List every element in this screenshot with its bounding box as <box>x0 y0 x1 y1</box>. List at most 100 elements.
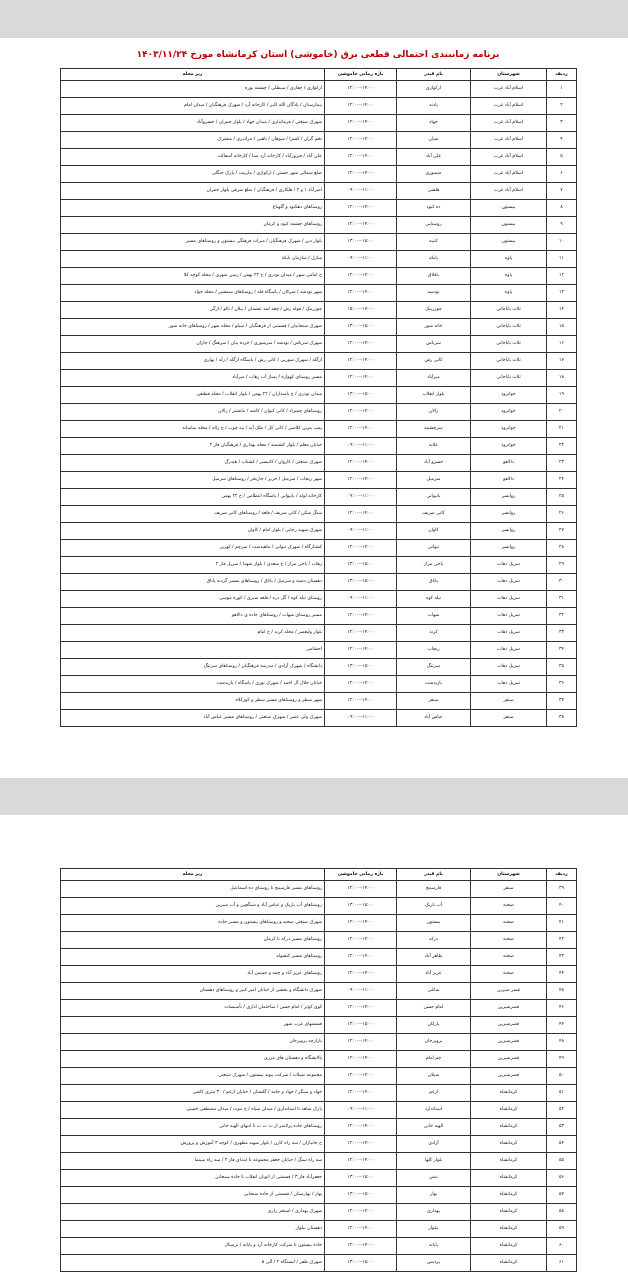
column-header: ردیف <box>546 68 577 81</box>
county: صحنه <box>470 948 547 966</box>
outage-time: ۱۱:۰۰--۰۹:۰۰ <box>324 709 397 727</box>
area-details: دانشگاه / شهرک آزادی / مدرسه فرهنگیان / … <box>60 658 325 676</box>
row-number: ۱۸ <box>546 369 577 387</box>
area-details: روستاهای عزیز آباد و چمه و جمیس آباد <box>60 965 325 983</box>
area-details: شهرک ظفر / ایستگاه ۲ / آلی ۵ <box>60 1254 325 1272</box>
county: سنقر <box>470 692 547 710</box>
outage-time: ۱۴:۰۰--۱۲:۰۰ <box>324 1152 397 1170</box>
county: بیستون <box>470 233 547 251</box>
row-number: ۱۳ <box>546 284 577 302</box>
row-number: ۴۷ <box>546 1016 577 1034</box>
area-details: سه راه سنگ / خیابان جعفر مجموعه تا ابتدا… <box>60 1152 325 1170</box>
outage-time: ۱۱:۰۰--۰۹:۰۰ <box>324 182 397 200</box>
table-row: ۱۹ جوانرود بلوار انقلاب ۱۵:۰۰--۱۳:۰۰ میدان ن… <box>60 386 577 404</box>
outage-time: ۱۴:۰۰--۱۲:۰۰ <box>324 80 397 98</box>
feeder-name: پرویزخان <box>396 1033 471 1051</box>
area-details: احشامی <box>60 641 325 659</box>
table-row: ۲۳ دالاهو خسرو آباد ۱۴:۰۰--۱۲:۰۰ شهرک صنعتی … <box>60 454 577 472</box>
feeder-name: درکه <box>396 931 471 949</box>
row-number: ۴۳ <box>546 948 577 966</box>
outage-time: ۱۵:۰۰--۱۳:۰۰ <box>324 318 397 336</box>
outage-time: ۱۵:۰۰--۱۳:۰۰ <box>324 897 397 915</box>
county: قصر شیرین <box>470 982 547 1000</box>
area-details: کشتارگاه / شهرک تیوانی / ماهیدشت / سرچم … <box>60 539 325 557</box>
row-number: ۲۲ <box>546 437 577 455</box>
county: قصرشیرین <box>470 1067 547 1085</box>
outage-time: ۱۴:۰۰--۱۲:۰۰ <box>324 1067 397 1085</box>
feeder-name: شهاب <box>396 607 471 625</box>
outage-time: ۱۴:۰۰--۱۲:۰۰ <box>324 1135 397 1153</box>
county: اسلام آباد غرب <box>470 182 547 200</box>
area-details: روستاهای آب باریک و عباس آباد و سنگچین و… <box>60 897 325 915</box>
table-row: ۲۴ دالاهو سرمیل ۱۴:۰۰--۱۲:۰۰ شهر ریجاب / سرم… <box>60 471 577 489</box>
outage-time: ۱۴:۰۰--۱۲:۰۰ <box>324 1118 397 1136</box>
area-details: سازل / سازمان بابکه <box>60 250 325 268</box>
feeder-name: کاوان <box>396 522 471 540</box>
feeder-name: منصوری <box>396 165 471 183</box>
county: کرمانشاه <box>470 1254 547 1272</box>
feeder-name: شیلان <box>396 1067 471 1085</box>
row-number: ۴۰ <box>546 897 577 915</box>
table-row: ۵۱ کرمانشاه ازغم ۱۴:۰۰--۱۲:۰۰ جهاد و سنگر / … <box>60 1084 577 1102</box>
outage-time: ۱۴:۰۰--۱۲:۰۰ <box>324 607 397 625</box>
feeder-name: بیستون <box>396 914 471 932</box>
area-details: شهرک صنعتی صحنه و روستاهای بیستون و مسیر… <box>60 914 325 932</box>
area-details: سنگ شکن / کانی شریف / قلعه / روستاهای کا… <box>60 505 325 523</box>
outage-time: ۱۴:۰۰--۱۲:۰۰ <box>324 1203 397 1221</box>
area-details: ازگله / شهرک شورپی / کانی رش / پاسگاه از… <box>60 352 325 370</box>
table-row: ۶۱ کرمانشاه پردیس ۱۵:۰۰--۱۳:۰۰ شهرک ظفر / ای… <box>60 1254 577 1272</box>
outage-time: ۱۴:۰۰--۱۲:۰۰ <box>324 948 397 966</box>
table-row: ۲ اسلام آباد غرب پادنه ۱۴:۰۰--۱۲:۰۰ بیمارستا… <box>60 97 577 115</box>
row-number: ۴۴ <box>546 965 577 983</box>
row-number: ۵۵ <box>546 1152 577 1170</box>
outage-time: ۱۵:۰۰--۱۳:۰۰ <box>324 1254 397 1272</box>
outage-time: ۱۷:۰۰--۱۵:۰۰ <box>324 301 397 319</box>
feeder-name: روستایی <box>396 216 471 234</box>
column-header: شهرستان <box>470 68 547 81</box>
county: صحنه <box>470 931 547 949</box>
county: کرمانشاه <box>470 1220 547 1238</box>
row-number: ۱۰ <box>546 233 577 251</box>
outage-time: ۱۴:۰۰--۱۲:۰۰ <box>324 199 397 217</box>
outage-time: ۱۴:۰۰--۱۲:۰۰ <box>324 216 397 234</box>
feeder-name: فارسینج <box>396 880 471 898</box>
feeder-name: علایه <box>396 437 471 455</box>
area-details: علی آباد / فیروزآباد / کارخانه آرد صبا /… <box>60 148 325 166</box>
row-number: ۳۱ <box>546 590 577 608</box>
row-number: ۲۷ <box>546 522 577 540</box>
area-details: بیمارستان / پادگان الله اکبر / کارخانه آ… <box>60 97 325 115</box>
row-number: ۳۲ <box>546 607 577 625</box>
column-header: ریز محله <box>60 68 325 81</box>
county: کرمانشاه <box>470 1118 547 1136</box>
column-header: شهرستان <box>470 868 547 881</box>
table-row: ۴ اسلام آباد غرب شیان ۱۴:۰۰--۱۲:۰۰ تخم گران … <box>60 131 577 149</box>
row-number: ۲۵ <box>546 488 577 506</box>
county: صحنه <box>470 914 547 932</box>
table-row: ۴۱ صحنه بیستون ۱۴:۰۰--۱۲:۰۰ شهرک صنعتی صحنه … <box>60 914 577 932</box>
outage-time: ۱۱:۰۰--۰۹:۰۰ <box>324 982 397 1000</box>
feeder-name: زالان <box>396 403 471 421</box>
table-row: ۱ اسلام آباد غرب ارکوازی ۱۴:۰۰--۱۲:۰۰ ارکواز… <box>60 80 577 98</box>
table-row: ۴۰ صحنه آب باریک ۱۵:۰۰--۱۳:۰۰ روستاهای آب با… <box>60 897 577 915</box>
row-number: ۶۱ <box>546 1254 577 1272</box>
row-number: ۲۰ <box>546 403 577 421</box>
area-details: جاده بیستون تا شرکت کارخانه آرد و پایانه… <box>60 1237 325 1255</box>
feeder-name: بلوار انقلاب <box>396 386 471 404</box>
feeder-name: ارکوازی <box>396 80 471 98</box>
county: کرمانشاه <box>470 1101 547 1119</box>
row-number: ۱۵ <box>546 318 577 336</box>
table-row: ۱۵ ثلاث باباجانی خانه شور ۱۵:۰۰--۱۳:۰۰ شهرک … <box>60 318 577 336</box>
row-number: ۹ <box>546 216 577 234</box>
area-details: خ امامی شهر / میدان نوذری / خ ۲۲ بهمن / … <box>60 267 325 285</box>
outage-time: ۱۴:۰۰--۱۲:۰۰ <box>324 284 397 302</box>
area-details: روستاهای مسیر فارسینج تا روستای ده اسماع… <box>60 880 325 898</box>
county: قصرشیرین <box>470 1016 547 1034</box>
county: صحنه <box>470 897 547 915</box>
area-details: شهر سطر و روستاهای مسیر سطر و کوزکلاه <box>60 692 325 710</box>
feeder-name: عزیز آباد <box>396 965 471 983</box>
row-number: ۱۷ <box>546 352 577 370</box>
county: روانسر <box>470 539 547 557</box>
county: سرپل ذهاب <box>470 556 547 574</box>
outage-time: ۱۵:۰۰--۱۳:۰۰ <box>324 556 397 574</box>
outage-time: ۱۴:۰۰--۱۲:۰۰ <box>324 335 397 353</box>
